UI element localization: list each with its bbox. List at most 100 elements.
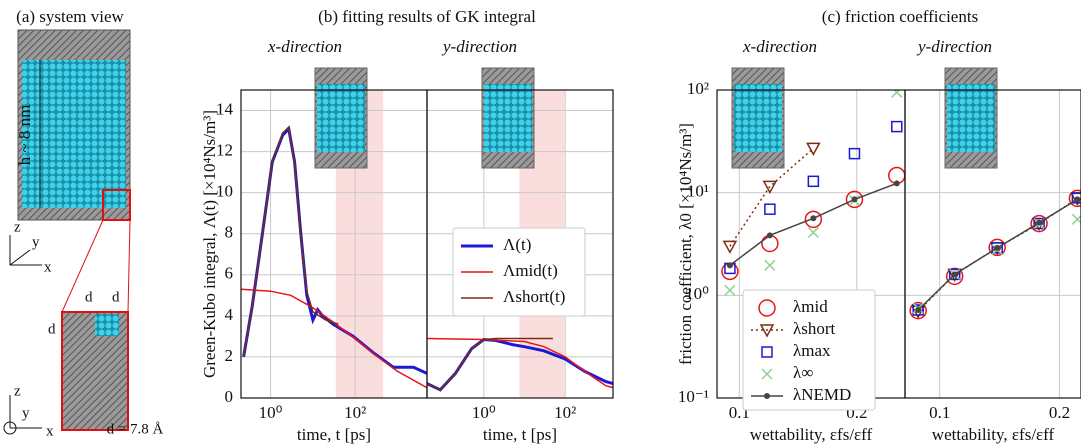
subplot-title: y-direction [916, 37, 992, 56]
height-label: h ~ 8 nm [15, 105, 34, 166]
marker [766, 232, 773, 239]
x-tick-label: 0.1 [929, 403, 950, 422]
spacing-label: d = 7.8 Å [107, 421, 164, 437]
legend-box [742, 289, 876, 411]
marker [807, 175, 820, 188]
inset-fluid [734, 84, 782, 152]
y-tick-label: 14 [216, 99, 234, 118]
y-tick-label: 4 [225, 305, 234, 324]
inset-fluid [317, 84, 365, 152]
marker [1074, 196, 1081, 203]
axis-letter: y [32, 234, 40, 250]
marker [1036, 219, 1043, 226]
y-tick-label: 8 [225, 223, 234, 242]
y-tick-label: 10 [216, 182, 233, 201]
marker [994, 244, 1001, 251]
marker [893, 180, 900, 187]
y-tick-label: 10¹ [687, 182, 709, 201]
y-tick-label: 10² [687, 79, 709, 98]
marker [764, 393, 770, 399]
x-tick-label: 0.2 [1049, 403, 1070, 422]
marker [722, 240, 738, 254]
series-line [729, 147, 814, 247]
marker [845, 190, 864, 209]
marker [759, 324, 775, 338]
series-line [427, 337, 613, 389]
axis-letter: z [14, 383, 21, 399]
panel-title: (b) fitting results of GK integral [318, 7, 536, 26]
x-axis-label: wettability, εfs/εff [750, 425, 873, 444]
inset-fluid [947, 84, 995, 152]
marker [945, 267, 964, 286]
legend-box [452, 227, 586, 317]
panel-title: (c) friction coefficients [822, 7, 978, 26]
marker [891, 90, 903, 98]
marker [758, 299, 776, 317]
marker [951, 271, 958, 278]
y-tick-label: 6 [225, 264, 234, 283]
x-axis-label: time, t [ps] [483, 425, 557, 444]
x-tick-label: 10² [344, 403, 366, 422]
series-line [242, 125, 339, 358]
y-tick-label: 0 [225, 387, 234, 406]
y-axis-label: Green-Kubo integral, Λ(t) [×10⁴Ns/m³] [200, 110, 219, 378]
y-tick-label: 2 [225, 346, 234, 365]
marker [762, 180, 778, 195]
x-tick-label: 10² [554, 403, 576, 422]
marker [761, 368, 773, 380]
y-tick-label: 10⁻¹ [678, 387, 709, 406]
legend-label: λmax [793, 341, 831, 360]
marker [761, 346, 773, 358]
legend-label: λ∞ [793, 363, 813, 382]
marker [726, 262, 733, 269]
marker [1071, 213, 1081, 225]
marker [1030, 214, 1048, 233]
marker [1068, 189, 1081, 208]
panel-title: (a) system view [16, 7, 124, 26]
x-axis-label: wettability, εfs/εff [932, 425, 1055, 444]
gap-label: d [112, 289, 120, 305]
axis-letter: x [46, 423, 54, 439]
legend-label: Λshort(t) [503, 287, 565, 306]
series-line [427, 337, 553, 391]
axis-letter: x [44, 259, 52, 275]
marker [807, 226, 819, 238]
marker [912, 304, 924, 316]
y-tick-label: 12 [216, 141, 233, 160]
x-tick-label: 10⁰ [472, 403, 496, 422]
y-axis-label: friction coefficient, λ0 [×10⁴Ns/m³] [676, 123, 695, 365]
marker [1071, 192, 1081, 204]
y-tick-label: 10⁰ [685, 284, 709, 303]
legend-label: λshort [793, 319, 836, 338]
plot-frame [904, 89, 1081, 399]
legend-label: Λmid(t) [503, 261, 558, 280]
subplot-title: y-direction [441, 37, 517, 56]
plot-frame [426, 89, 614, 399]
marker [806, 142, 821, 156]
marker [764, 259, 776, 271]
gap-label: d [48, 321, 56, 337]
marker [851, 196, 858, 203]
subplot-title: x-direction [267, 37, 342, 56]
marker [1033, 217, 1045, 230]
marker [991, 242, 1003, 254]
marker [915, 306, 922, 313]
x-axis-label: time, t [ps] [297, 425, 371, 444]
system-view [3, 29, 131, 435]
marker [948, 268, 961, 281]
marker [764, 203, 776, 215]
x-tick-label: 10⁰ [259, 403, 283, 422]
marker [724, 284, 736, 296]
marker [804, 210, 823, 229]
series-line [729, 182, 898, 266]
subplot-title: x-direction [742, 37, 817, 56]
axis-letter: y [22, 405, 30, 421]
axis-letter: z [14, 219, 21, 235]
series-line [241, 288, 427, 389]
legend-label: Λ(t) [503, 235, 531, 254]
marker [848, 147, 861, 160]
inset-fluid [484, 84, 532, 152]
marker [810, 215, 817, 222]
legend-label: λmid [793, 297, 828, 316]
